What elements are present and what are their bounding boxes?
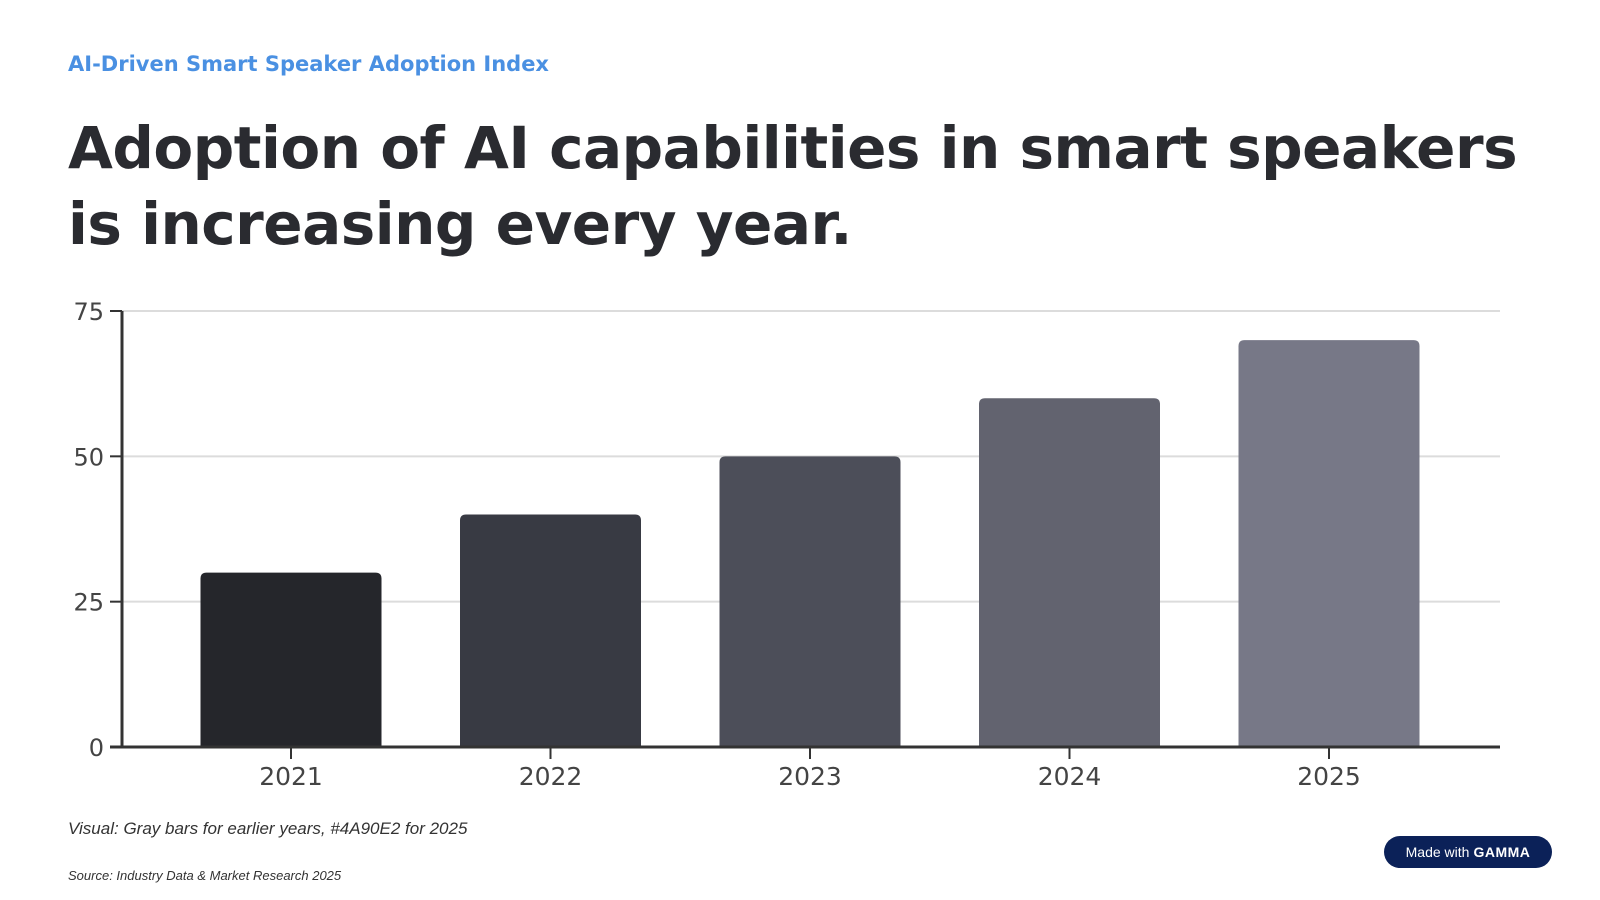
- y-tick-label: 0: [89, 734, 104, 762]
- x-tick-label: 2021: [259, 762, 323, 791]
- made-with-gamma-badge[interactable]: Made with GAMMA: [1384, 836, 1552, 868]
- y-tick-label: 25: [73, 589, 104, 617]
- y-tick-label: 50: [73, 443, 104, 471]
- visual-note: Visual: Gray bars for earlier years, #4A…: [68, 819, 468, 838]
- source-note: Source: Industry Data & Market Research …: [68, 868, 342, 883]
- bar-2022: [460, 514, 641, 747]
- badge-prefix: Made with: [1405, 844, 1470, 860]
- y-tick-label: 75: [73, 298, 104, 326]
- bar-2024: [979, 398, 1160, 747]
- bar-2025: [1238, 340, 1420, 747]
- x-tick-label: 2023: [778, 762, 842, 791]
- x-tick-label: 2025: [1297, 762, 1361, 791]
- x-tick-label: 2024: [1038, 762, 1102, 791]
- eyebrow-title: AI-Driven Smart Speaker Adoption Index: [68, 52, 549, 76]
- bar-2021: [200, 572, 382, 747]
- page-title: Adoption of AI capabilities in smart spe…: [68, 114, 1518, 258]
- gamma-logo: GAMMA: [1473, 844, 1531, 860]
- x-tick-label: 2022: [519, 762, 583, 791]
- bar-2023: [719, 456, 901, 747]
